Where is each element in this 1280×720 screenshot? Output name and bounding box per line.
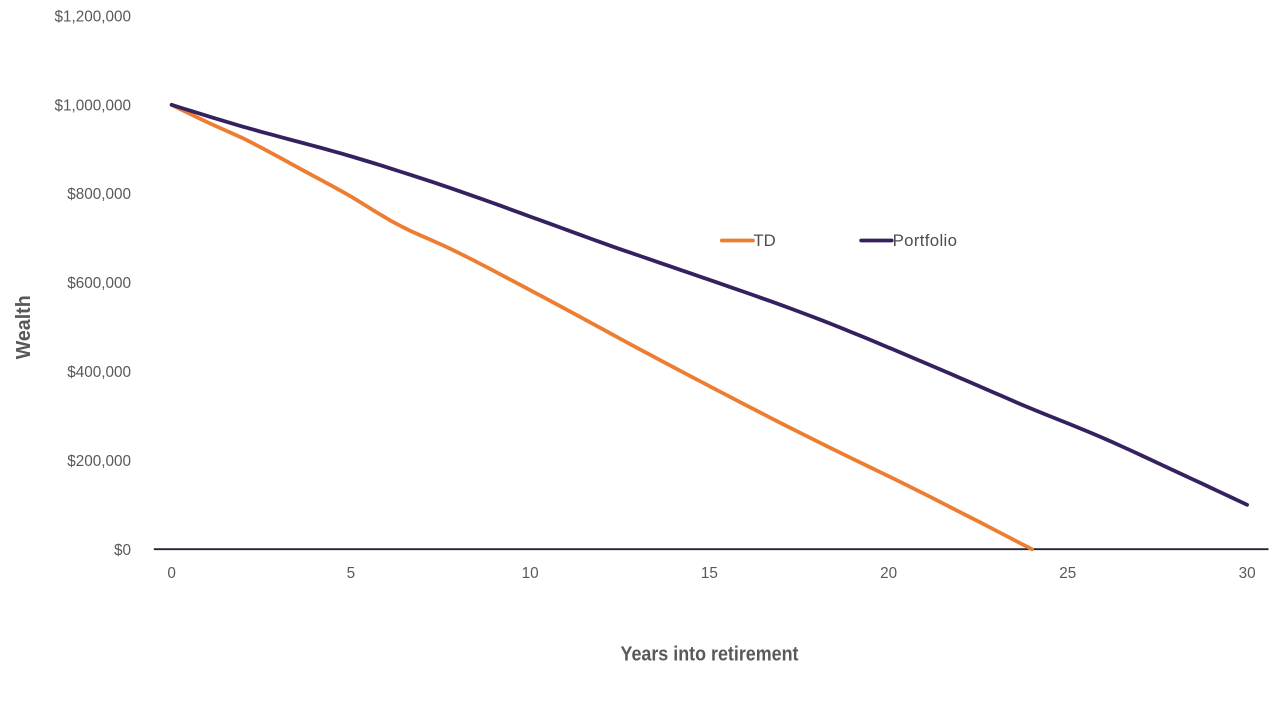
svg-text:$1,000,000: $1,000,000 bbox=[54, 97, 131, 114]
svg-text:25: 25 bbox=[1059, 565, 1076, 582]
svg-text:$800,000: $800,000 bbox=[67, 186, 131, 203]
svg-text:20: 20 bbox=[880, 565, 897, 582]
svg-text:15: 15 bbox=[701, 565, 718, 582]
svg-text:30: 30 bbox=[1239, 565, 1256, 582]
svg-text:Portfolio: Portfolio bbox=[893, 231, 958, 250]
svg-text:10: 10 bbox=[522, 565, 539, 582]
svg-text:Years into retirement: Years into retirement bbox=[621, 643, 799, 665]
svg-text:$1,200,000: $1,200,000 bbox=[54, 8, 131, 25]
svg-text:TD: TD bbox=[753, 231, 775, 250]
svg-text:$400,000: $400,000 bbox=[67, 364, 131, 381]
svg-text:0: 0 bbox=[167, 565, 176, 582]
svg-text:$200,000: $200,000 bbox=[67, 453, 131, 470]
svg-text:$0: $0 bbox=[114, 542, 131, 559]
svg-text:5: 5 bbox=[347, 565, 356, 582]
svg-text:$600,000: $600,000 bbox=[67, 275, 131, 292]
svg-text:Wealth: Wealth bbox=[13, 295, 35, 359]
